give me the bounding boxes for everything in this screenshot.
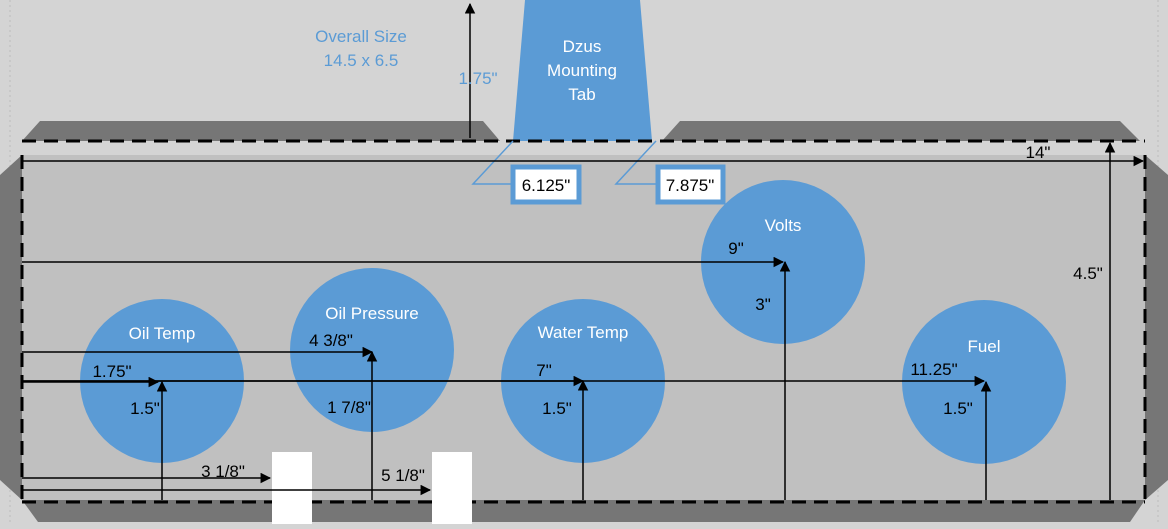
water-temp-y-label: 1.5"	[542, 399, 572, 418]
slot-a-x-label: 3 1/8"	[201, 462, 245, 481]
tab-height-label: 1.75"	[458, 69, 497, 88]
top-flange-right	[662, 121, 1140, 141]
bevel-left	[0, 155, 22, 500]
mounting-slot-a	[272, 452, 312, 524]
tab-offset-left-label: 6.125"	[522, 176, 571, 195]
bevel-right	[1145, 155, 1168, 500]
tab-offset-right-box	[655, 164, 726, 205]
top-flange-left	[22, 121, 500, 141]
oil-pressure-x-label: 4 3/8"	[309, 331, 353, 350]
panel-height-label: 4.5"	[1073, 264, 1103, 283]
tab-label-line1: Dzus	[563, 37, 602, 56]
tab-offset-left-leader	[471, 140, 514, 185]
overall-size-label: Overall Size	[315, 27, 407, 46]
gauge-oil-temp-label: Oil Temp	[129, 324, 196, 343]
volts-x-label: 9"	[728, 239, 744, 258]
tab-offset-right-label: 7.875"	[666, 176, 715, 195]
tab-label-line2: Mounting	[547, 61, 617, 80]
gauge-volts-label: Volts	[765, 216, 802, 235]
fuel-x-label: 11.25"	[910, 360, 957, 379]
gauge-fuel	[902, 300, 1066, 464]
tab-offset-right-leader	[614, 140, 657, 185]
gauge-fuel-label: Fuel	[967, 337, 1000, 356]
gauge-oil-pressure-label: Oil Pressure	[325, 304, 419, 323]
tab-offset-left-box	[510, 164, 582, 205]
overall-size-value: 14.5 x 6.5	[324, 51, 399, 70]
slot-b-x-label: 5 1/8"	[381, 466, 425, 485]
mounting-slot-b	[432, 452, 472, 524]
panel-width-label: 14"	[1026, 143, 1051, 162]
dzus-mounting-tab	[513, 0, 652, 141]
water-temp-x-label: 7"	[536, 361, 552, 380]
oil-temp-x-label: 1.75"	[92, 362, 131, 381]
oil-temp-y-label: 1.5"	[130, 399, 160, 418]
volts-y-label: 3"	[755, 295, 771, 314]
tab-label-line3: Tab	[568, 85, 595, 104]
oil-pressure-y-label: 1 7/8"	[327, 398, 371, 417]
gauge-water-temp-label: Water Temp	[538, 323, 629, 342]
fuel-y-label: 1.5"	[943, 399, 973, 418]
